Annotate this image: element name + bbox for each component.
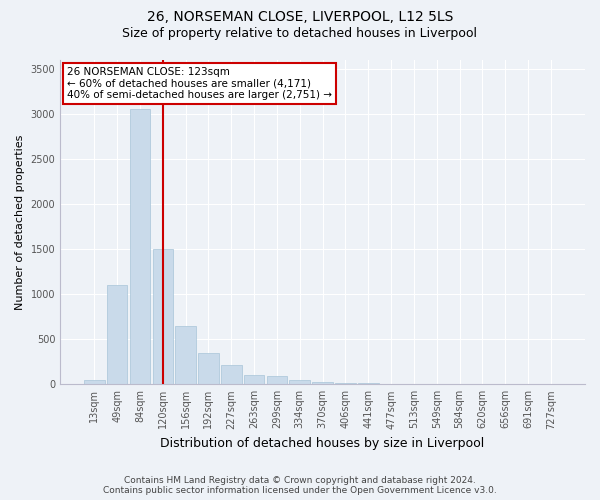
Bar [152, 249, 173, 384]
Bar [266, 376, 287, 384]
Text: Size of property relative to detached houses in Liverpool: Size of property relative to detached ho… [122, 28, 478, 40]
Bar [313, 382, 333, 384]
Text: Contains HM Land Registry data © Crown copyright and database right 2024.
Contai: Contains HM Land Registry data © Crown c… [103, 476, 497, 495]
Y-axis label: Number of detached properties: Number of detached properties [15, 134, 25, 310]
Bar [221, 365, 242, 384]
Bar [358, 383, 379, 384]
Bar [289, 380, 310, 384]
Bar [335, 382, 356, 384]
Bar [107, 285, 127, 384]
Text: 26 NORSEMAN CLOSE: 123sqm
← 60% of detached houses are smaller (4,171)
40% of se: 26 NORSEMAN CLOSE: 123sqm ← 60% of detac… [67, 67, 332, 100]
Bar [244, 375, 265, 384]
Bar [84, 380, 104, 384]
Text: 26, NORSEMAN CLOSE, LIVERPOOL, L12 5LS: 26, NORSEMAN CLOSE, LIVERPOOL, L12 5LS [147, 10, 453, 24]
X-axis label: Distribution of detached houses by size in Liverpool: Distribution of detached houses by size … [160, 437, 485, 450]
Bar [175, 326, 196, 384]
Bar [198, 353, 219, 384]
Bar [130, 108, 150, 384]
